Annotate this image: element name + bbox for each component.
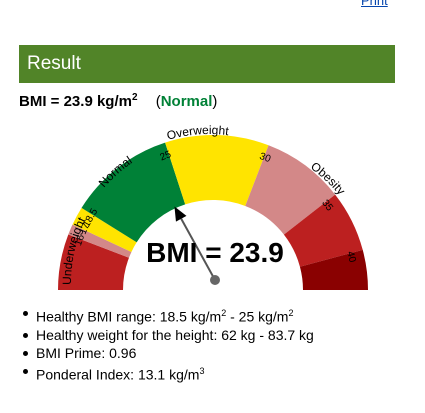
fact-text: BMI Prime: 0.96 bbox=[36, 344, 137, 361]
gauge-tick-label: 30 bbox=[258, 151, 273, 165]
fact-text: Healthy BMI range: 18.5 kg/m bbox=[36, 308, 222, 325]
bmi-result-line: BMI = 23.9 kg/m2 (Normal) bbox=[19, 92, 217, 110]
result-title: Result bbox=[27, 53, 81, 74]
gauge-needle bbox=[180, 218, 216, 281]
bmi-fact-item: Healthy BMI range: 18.5 kg/m2 - 25 kg/m2 bbox=[22, 304, 314, 326]
gauge-tick-label: 16 bbox=[73, 233, 87, 248]
gauge-segment-obese3 bbox=[299, 249, 368, 290]
paren-open: ( bbox=[155, 93, 161, 110]
bmi-category: Normal bbox=[160, 93, 213, 110]
gauge-needle-head bbox=[174, 206, 187, 222]
paren-close: ) bbox=[212, 93, 218, 110]
bmi-fact-item: Ponderal Index: 13.1 kg/m3 bbox=[22, 362, 314, 384]
fact-text: - 25 kg/m bbox=[226, 308, 289, 325]
unit-exponent: 3 bbox=[199, 365, 205, 376]
gauge-needle-hub bbox=[210, 275, 220, 285]
gauge-segment-overweight bbox=[165, 135, 269, 206]
gauge-segment-moderate-thin bbox=[68, 224, 132, 258]
gauge-segment-obese2 bbox=[283, 194, 363, 267]
gauge-bmi-display: BMI = 23.9 bbox=[146, 237, 284, 268]
bmi-category-wrap: (Normal) bbox=[156, 93, 218, 110]
bmi-fact-item: Healthy weight for the height: 62 kg - 8… bbox=[22, 326, 314, 344]
bmi-value: BMI = 23.9 kg/m bbox=[19, 93, 132, 110]
unit-exponent: 2 bbox=[221, 308, 227, 318]
result-header: Result bbox=[19, 45, 395, 83]
bmi-fact-item: BMI Prime: 0.96 bbox=[22, 344, 314, 362]
bmi-facts-list: Healthy BMI range: 18.5 kg/m2 - 25 kg/m2… bbox=[22, 304, 314, 383]
gauge-tick-label: 40 bbox=[344, 250, 358, 264]
gauge-segment-obese1 bbox=[245, 145, 336, 235]
bmi-unit-exponent: 2 bbox=[131, 92, 138, 103]
unit-exponent: 2 bbox=[288, 308, 294, 318]
gauge-segment-normal bbox=[81, 142, 186, 243]
gauge-segments bbox=[58, 135, 368, 290]
fact-text: Healthy weight for the height: 62 kg - 8… bbox=[36, 326, 314, 343]
gauge-tick-label: 25 bbox=[158, 149, 173, 163]
gauge-segment-severe-thin bbox=[58, 234, 129, 290]
gauge-segment-mild-thin bbox=[72, 207, 137, 252]
gauge-tick-label: 17 bbox=[78, 221, 93, 236]
print-link[interactable]: Print bbox=[361, 0, 388, 8]
fact-text: Ponderal Index: 13.1 kg/m bbox=[36, 366, 200, 383]
